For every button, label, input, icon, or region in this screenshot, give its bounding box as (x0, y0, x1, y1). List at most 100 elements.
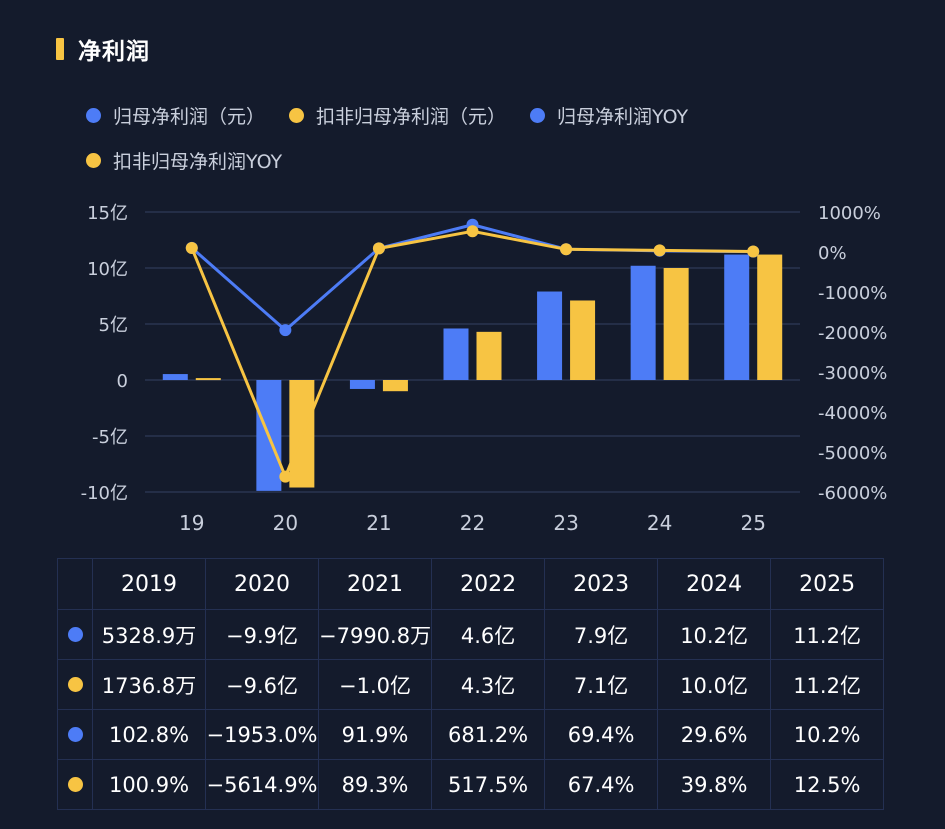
bar (630, 265, 656, 380)
series-dot (67, 776, 83, 792)
table-corner-cell (57, 558, 93, 610)
table-row: 102.8% −1953.0% 91.9% 681.2% 69.4% 29.6%… (57, 709, 885, 760)
chart-legend: 归母净利润（元） 扣非归母净利润（元） 归母净利润YOY 扣非归母净利润YOY (86, 102, 806, 174)
table-cell: 7.9亿 (544, 609, 659, 660)
table-header-cell: 2021 (317, 558, 433, 610)
table-cell: −5614.9% (205, 759, 319, 810)
table-cell: 5328.9万 (92, 609, 206, 660)
bar (757, 254, 783, 380)
legend-label: 归母净利润（元） (113, 106, 266, 128)
bar (382, 380, 408, 392)
table-cell: −7990.8万 (317, 609, 433, 660)
legend-item-net-profit[interactable]: 归母净利润（元） (86, 102, 265, 129)
table-cell: 91.9% (317, 709, 433, 760)
left-axis-tick-label: 5亿 (99, 315, 128, 336)
title-accent-bar (56, 38, 64, 60)
table-header-cell: 2022 (431, 558, 546, 610)
table-header-cell: 2020 (205, 558, 319, 610)
table-cell: 11.2亿 (770, 609, 885, 660)
bar (443, 328, 469, 380)
right-axis-tick-label: -5000% (818, 443, 887, 464)
x-axis-tick-label: 23 (553, 511, 578, 535)
bar (195, 378, 221, 381)
line-point (466, 225, 479, 238)
table-cell: 10.2亿 (657, 609, 772, 660)
right-axis-tick-label: -6000% (818, 483, 887, 504)
left-axis-tick-label: 15亿 (87, 203, 128, 224)
table-cell: 102.8% (92, 709, 206, 760)
right-axis-tick-label: -2000% (818, 323, 887, 344)
table-cell: 69.4% (544, 709, 659, 760)
left-axis-tick-label: -10亿 (81, 483, 128, 504)
legend-label: 扣非归母净利润YOY (113, 151, 283, 173)
right-axis-tick-label: -1000% (818, 283, 887, 304)
table-cell: 4.6亿 (431, 609, 546, 660)
right-axis-tick-label: -3000% (818, 363, 887, 384)
bar (663, 268, 689, 380)
line-point (185, 241, 198, 254)
table-cell: 11.2亿 (770, 659, 885, 710)
table-cell: −1953.0% (205, 709, 319, 760)
table-cell: −9.6亿 (205, 659, 319, 710)
legend-dot (530, 108, 546, 123)
table-cell: 7.1亿 (544, 659, 659, 710)
bar (537, 291, 563, 380)
bar (162, 374, 188, 380)
series-dot (67, 726, 83, 742)
line-point (372, 242, 385, 255)
table-row: 100.9% −5614.9% 89.3% 517.5% 67.4% 39.8%… (57, 759, 885, 810)
line-point (279, 470, 292, 483)
table-row: 1736.8万 −9.6亿 −1.0亿 4.3亿 7.1亿 10.0亿 11.2… (57, 659, 885, 710)
row-series-dot-cell (57, 759, 93, 810)
table-cell: 4.3亿 (431, 659, 546, 710)
table-cell: −9.9亿 (205, 609, 319, 660)
line-point (747, 245, 760, 258)
left-axis-tick-label: -5亿 (92, 427, 128, 448)
line-point (279, 324, 292, 337)
legend-label: 扣非归母净利润（元） (316, 106, 507, 128)
table-cell: 39.8% (657, 759, 772, 810)
table-cell: 517.5% (431, 759, 546, 810)
legend-label: 归母净利润YOY (557, 106, 689, 128)
table-cell: 10.0亿 (657, 659, 772, 710)
x-axis-tick-label: 19 (179, 511, 204, 535)
bar (349, 380, 375, 389)
table-header-cell: 2025 (770, 558, 885, 610)
legend-dot (86, 153, 101, 168)
legend-item-deducted-net-profit-yoy[interactable]: 扣非归母净利润YOY (86, 147, 282, 174)
table-cell: 89.3% (317, 759, 433, 810)
table-header-cell: 2019 (92, 558, 206, 610)
table-cell: 10.2% (770, 709, 885, 760)
left-axis-tick-label: 10亿 (87, 259, 128, 280)
x-axis-tick-label: 22 (460, 511, 485, 535)
legend-dot (86, 108, 101, 123)
x-axis-tick-label: 24 (647, 511, 672, 535)
right-axis-tick-label: 1000% (818, 203, 881, 224)
legend-item-net-profit-yoy[interactable]: 归母净利润YOY (530, 102, 688, 129)
table-cell: 100.9% (92, 759, 206, 810)
table-cell: 681.2% (431, 709, 546, 760)
line-point (653, 244, 666, 257)
right-axis-tick-label: -4000% (818, 403, 887, 424)
table-cell: −1.0亿 (317, 659, 433, 710)
row-series-dot-cell (57, 609, 93, 660)
legend-item-deducted-net-profit[interactable]: 扣非归母净利润（元） (289, 102, 506, 129)
bar (724, 254, 750, 380)
net-profit-chart: 15亿 10亿 5亿 0 -5亿 -10亿 1000% 0% -1000% -2000% -3000… (81, 203, 888, 535)
x-axis-tick-label: 25 (740, 511, 765, 535)
table-row: 5328.9万 −9.9亿 −7990.8万 4.6亿 7.9亿 10.2亿 1… (57, 609, 885, 660)
bar (476, 331, 502, 380)
table-cell: 67.4% (544, 759, 659, 810)
right-axis-tick-label: 0% (818, 243, 847, 264)
table-cell: 1736.8万 (92, 659, 206, 710)
series-dot (67, 676, 83, 692)
bar (570, 300, 596, 380)
row-series-dot-cell (57, 709, 93, 760)
left-axis-tick-label: 0 (117, 371, 128, 392)
table-cell: 12.5% (770, 759, 885, 810)
table-cell: 29.6% (657, 709, 772, 760)
series-dot (67, 626, 83, 642)
legend-dot (289, 108, 305, 123)
table-header-cell: 2024 (657, 558, 772, 610)
data-table: 2019 2020 2021 2022 2023 2024 2025 5328.… (57, 558, 885, 810)
